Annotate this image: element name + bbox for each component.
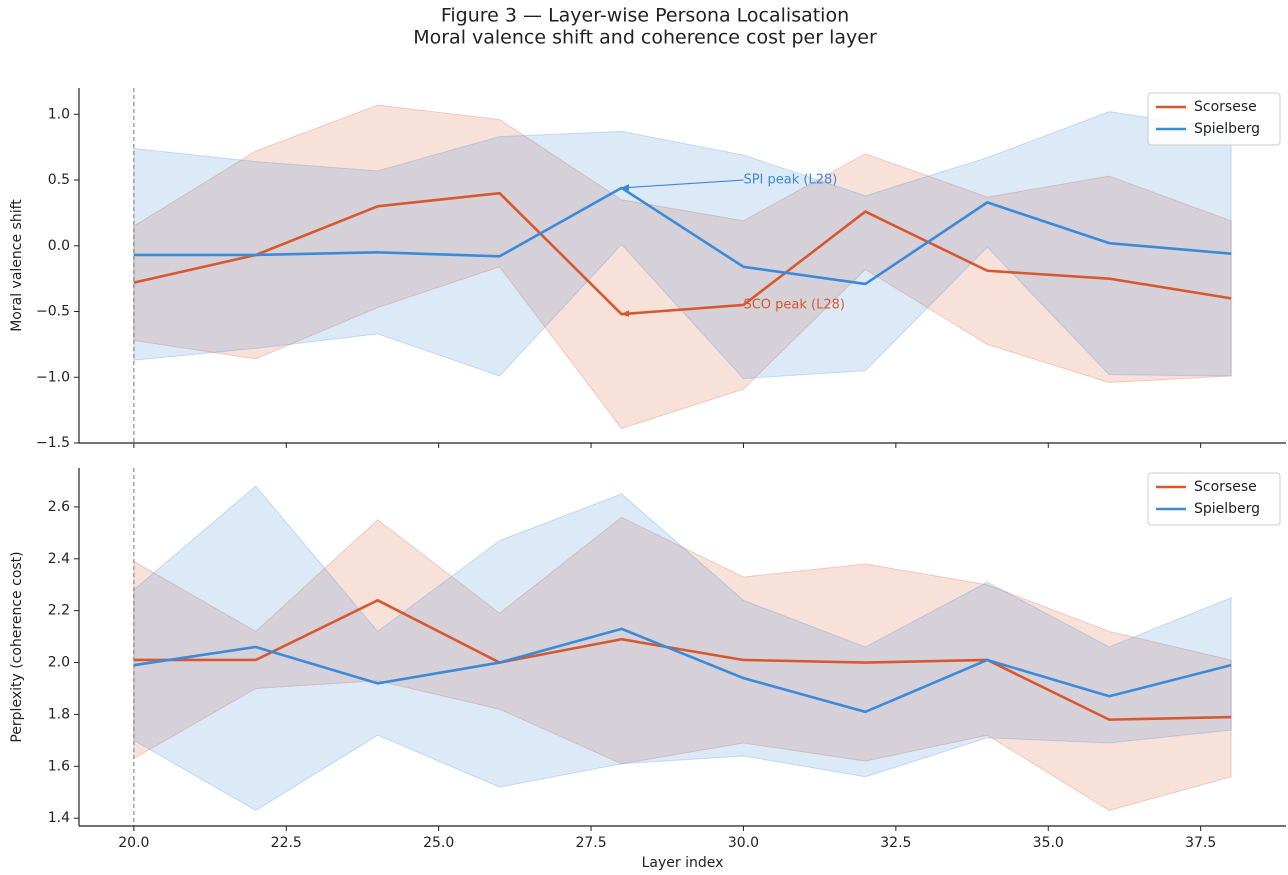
- y-tick-label: 1.0: [48, 106, 70, 122]
- legend-label: Scorsese: [1194, 479, 1257, 495]
- y-tick-label: 1.8: [48, 706, 70, 722]
- x-tick-label: 27.5: [575, 835, 606, 851]
- series-line: [133, 599, 1232, 721]
- x-tick-label: 20.0: [118, 835, 149, 851]
- annotation-arrow: [620, 179, 744, 191]
- y-tick-label: 2.2: [48, 603, 70, 619]
- y-tick-label: 2.4: [48, 551, 70, 567]
- legend: Scorsese Spielberg: [1147, 92, 1281, 146]
- y-axis-label: Moral valence shift: [9, 199, 25, 332]
- series-line: [133, 186, 1232, 286]
- y-tick-label: 1.4: [48, 810, 70, 826]
- y-tick-label: −1.5: [36, 435, 70, 451]
- y-tick-label: −0.5: [36, 304, 70, 320]
- annotation: SCO peak (L28): [743, 297, 845, 312]
- legend-label: Spielberg: [1194, 501, 1260, 517]
- figure-subtitle: Moral valence shift and coherence cost p…: [413, 27, 877, 49]
- x-tick-label: 37.5: [1185, 835, 1216, 851]
- figure-title: Figure 3 — Layer-wise Persona Localisati…: [441, 5, 849, 27]
- x-tick-label: 30.0: [728, 835, 759, 851]
- series-line: [133, 627, 1232, 714]
- y-tick-label: 1.6: [48, 758, 70, 774]
- y-tick-label: 0.5: [48, 172, 70, 188]
- error-band: [133, 516, 1232, 811]
- x-axis-label: Layer index: [642, 855, 724, 871]
- x-tick-label: 22.5: [271, 835, 302, 851]
- error-band: [133, 111, 1232, 380]
- y-tick-label: 0.0: [48, 238, 70, 254]
- error-band: [133, 104, 1232, 430]
- x-tick-label: 32.5: [880, 835, 911, 851]
- legend-label: Scorsese: [1194, 99, 1257, 115]
- y-axis-label: Perplexity (coherence cost): [9, 551, 25, 742]
- x-tick-label: 25.0: [423, 835, 454, 851]
- y-tick-label: −1.0: [36, 369, 70, 385]
- annotation: SPI peak (L28): [743, 173, 837, 188]
- legend: Scorsese Spielberg: [1147, 472, 1281, 526]
- x-tick-label: 35.0: [1033, 835, 1064, 851]
- annotation-arrow: [620, 304, 744, 317]
- y-tick-label: 2.0: [48, 655, 70, 671]
- legend-label: Spielberg: [1194, 121, 1260, 137]
- y-tick-label: 2.6: [48, 499, 70, 515]
